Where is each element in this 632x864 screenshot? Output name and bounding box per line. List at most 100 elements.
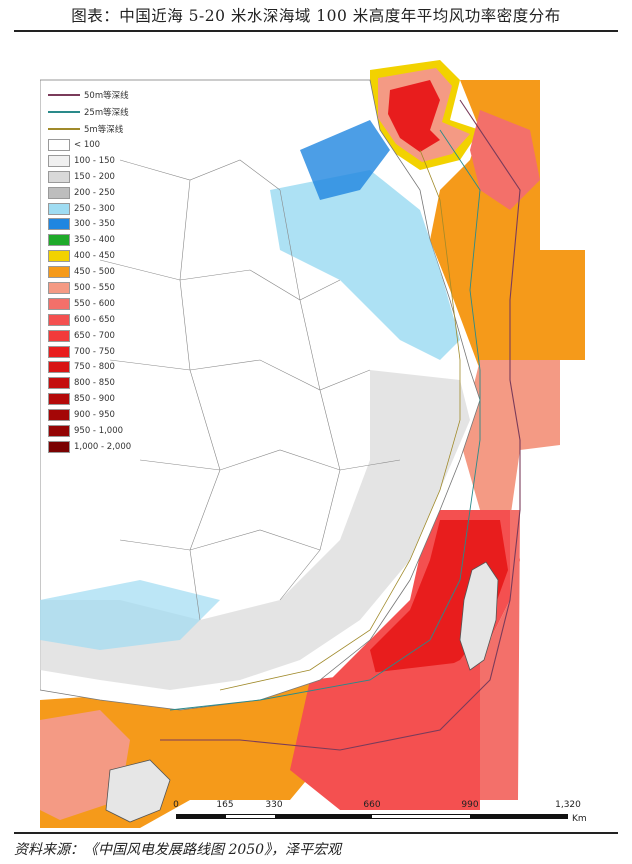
isobath-5m [219,149,461,691]
legend-class-entry: 500 - 550 [48,280,166,296]
legend-color-swatch [48,440,70,453]
scale-tick-label: 990 [461,800,479,810]
figure-title: 图表：中国近海 5-20 米水深海域 100 米高度年平均风功率密度分布 [71,7,561,25]
south-coast-blue [40,580,220,650]
legend-class-label: < 100 [74,139,101,150]
bottom-rule [14,832,618,834]
hainan-island [105,759,171,823]
legend-class-entry: 400 - 450 [48,248,166,264]
south-sea-red [290,660,480,810]
legend-color-swatch [48,281,70,294]
korea-blank [540,80,592,250]
legend-line-label: 5m等深线 [84,124,124,135]
isobath-50m [160,99,521,751]
legend-class-label: 150 - 200 [74,171,115,182]
legend-class-label: 300 - 350 [74,219,115,230]
legend-color-swatch [48,186,70,199]
east-taiwan-red [480,510,520,800]
east-sea-pink [460,360,560,520]
scale-tick-label: 660 [363,800,381,810]
province-boundaries [99,159,401,621]
legend-class-entry: 650 - 700 [48,328,166,344]
legend-class-label: 900 - 950 [74,410,115,421]
legend-class-label: 950 - 1,000 [74,425,124,436]
legend-class-label: 450 - 500 [74,267,115,278]
north-plain-blue [270,170,460,360]
legend-color-swatch [48,345,70,358]
legend-color-swatch [48,202,70,215]
scale-tick-label: 0 [173,800,179,810]
legend-class-entry: 100 - 150 [48,153,166,169]
scale-bar-segment [274,815,372,818]
scale-tick-label: 1,320 [555,800,581,810]
legend-line-swatch [48,110,80,113]
legend-class-label: 700 - 750 [74,346,115,357]
scale-bar-segment [225,815,275,818]
legend-color-swatch [48,218,70,231]
legend-color-swatch [48,329,70,342]
taiwan-strait-deep-red [370,520,508,690]
isobath-25m [169,129,481,711]
wind-power-density-map [40,40,592,828]
scale-tick-label: 165 [216,800,234,810]
legend-class-entry: < 100 [48,137,166,153]
legend-line-entry: 25m等深线 [48,103,166,120]
legend-class-label: 800 - 850 [74,378,115,389]
legend-class-label: 750 - 800 [74,362,115,373]
legend-class-label: 550 - 600 [74,298,115,309]
legend-color-swatch [48,154,70,167]
legend-line-entry: 5m等深线 [48,120,166,137]
legend-class-entry: 150 - 200 [48,169,166,185]
legend-class-entry: 850 - 900 [48,391,166,407]
legend-class-label: 350 - 400 [74,235,115,246]
legend-color-swatch [48,266,70,279]
legend-color-swatch [48,409,70,422]
legend-line-label: 50m等深线 [84,90,129,101]
scale-unit: Km [572,814,587,824]
map-legend: 50m等深线 25m等深线 5m等深线 < 100 100 - 150 150 - 20… [48,86,166,455]
legend-class-entry: 250 - 300 [48,201,166,217]
legend-class-label: 250 - 300 [74,203,115,214]
scale-bar: 0 165 330 660 990 1,320 Km [173,800,587,830]
legend-color-swatch [48,297,70,310]
legend-class-label: 650 - 700 [74,330,115,341]
legend-class-entry: 800 - 850 [48,375,166,391]
legend-class-label: 850 - 900 [74,394,115,405]
legend-class-label: 600 - 650 [74,314,115,325]
legend-class-entry: 350 - 400 [48,232,166,248]
legend-color-swatch [48,393,70,406]
legend-color-swatch [48,424,70,437]
legend-class-entry: 300 - 350 [48,216,166,232]
yellow-sea-orange [430,80,585,440]
legend-class-entry: 950 - 1,000 [48,423,166,439]
scale-bar-segment [372,815,470,818]
legend-class-entry: 600 - 650 [48,312,166,328]
legend-color-swatch [48,250,70,263]
north-blue [300,120,390,200]
source-note: 资料来源：《中国风电发展路线图 2050》，泽平宏观 [14,842,342,858]
legend-class-entry: 550 - 600 [48,296,166,312]
legend-line-label: 25m等深线 [84,107,129,118]
bohai-red [388,80,440,152]
legend-class-entry: 900 - 950 [48,407,166,423]
scale-tick-label: 330 [265,800,283,810]
taiwan-island [459,561,499,671]
top-rule [14,30,618,32]
legend-color-swatch [48,170,70,183]
legend-color-swatch [48,377,70,390]
legend-color-swatch [48,361,70,374]
legend-line-entry: 50m等深线 [48,86,166,103]
legend-class-label: 500 - 550 [74,282,115,293]
scale-bar-segment [177,815,226,818]
legend-color-swatch [48,138,70,151]
legend-class-label: 100 - 150 [74,155,115,166]
legend-color-swatch [48,313,70,326]
scale-bar-segment [469,815,567,818]
legend-class-entry: 700 - 750 [48,344,166,360]
legend-line-swatch [48,93,80,96]
legend-class-label: 200 - 250 [74,187,115,198]
legend-color-swatch [48,234,70,247]
legend-class-label: 400 - 450 [74,251,115,262]
yellow-sea-red [470,110,540,210]
legend-class-label: 1,000 - 2,000 [74,441,132,452]
